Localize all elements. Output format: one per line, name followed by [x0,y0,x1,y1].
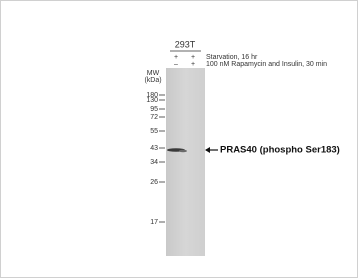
condition-label: 100 nM Rapamycin and Insulin, 30 min [206,61,327,68]
marker-label: 55 [150,128,158,135]
marker-label: 43 [150,145,158,152]
marker-label: 34 [150,159,158,166]
marker-label: 26 [150,179,158,186]
figure: 293T + + Starvation, 16 hr – + 100 nM Ra… [0,0,358,278]
marker-label: 95 [150,106,158,113]
sign: + [191,54,195,61]
gel-lane [166,68,205,256]
sign: – [174,61,178,68]
sign: + [174,54,178,61]
page: {"header": {"cell_line": "293T", "condit… [0,0,358,278]
cell-line: 293T [175,39,196,49]
marker-label: 72 [150,114,158,121]
sign: + [191,61,195,68]
ladder-title: MW [147,70,160,77]
marker-label: 130 [146,97,158,104]
ladder-unit: (kDa) [144,77,161,84]
band-label: PRAS40 (phospho Ser183) [220,145,340,156]
condition-label: Starvation, 16 hr [206,54,258,61]
band [179,150,187,153]
marker-label: 17 [150,219,158,226]
